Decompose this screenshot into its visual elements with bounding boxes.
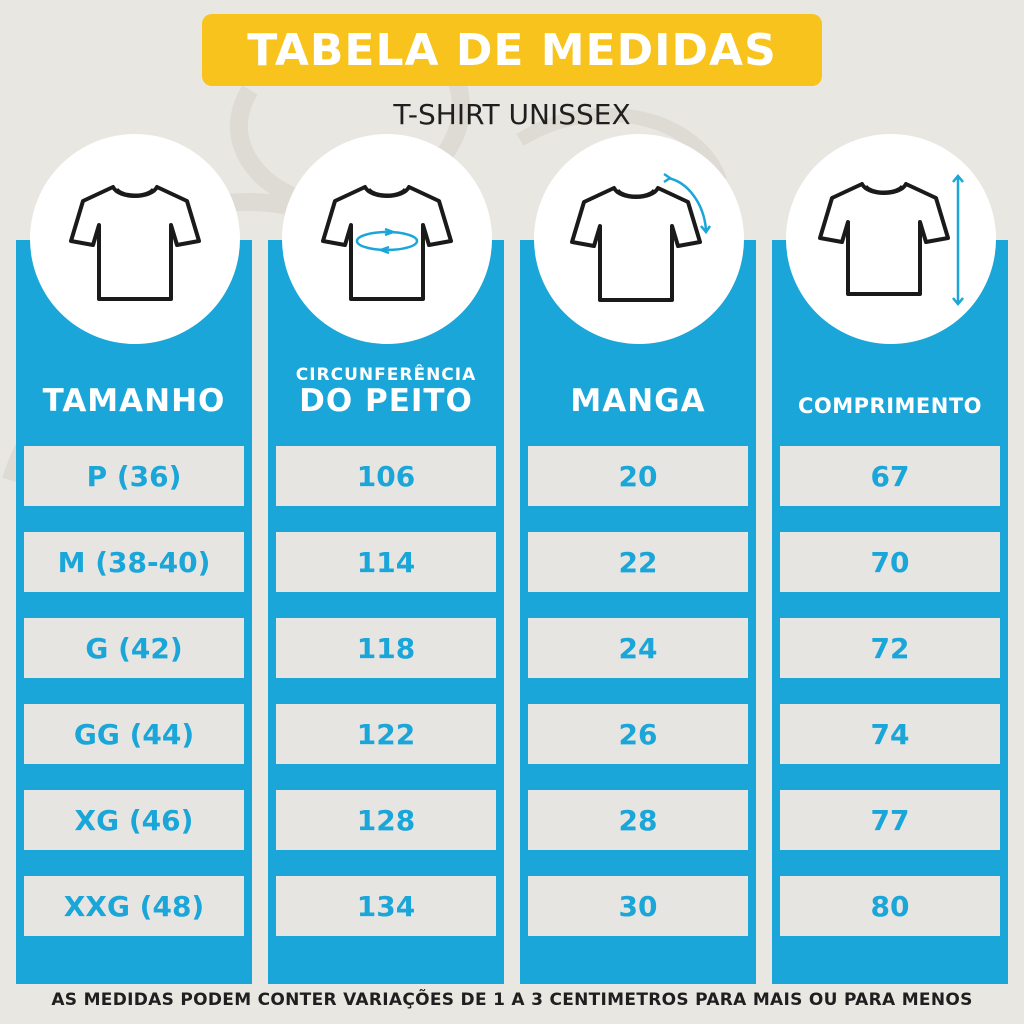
length-measure-icon [818,174,964,306]
column-header-tamanho: TAMANHO [16,240,252,446]
sleeve-measure-icon-circle [534,134,744,344]
column-circunferencia: CIRCUNFERÊNCIA DO PEITO 106 114 118 122 … [268,240,504,984]
page-subtitle: T-SHIRT UNISSEX [393,98,631,131]
table-cell: XG (46) [24,790,244,850]
column-comprimento: COMPRIMENTO 67 70 72 74 77 80 [772,240,1008,984]
column-manga: MANGA 20 22 24 26 28 30 [520,240,756,984]
table-cell: 70 [780,532,1000,592]
header-label: MANGA [570,383,706,420]
footer-disclaimer: AS MEDIDAS PODEM CONTER VARIAÇÕES DE 1 A… [51,990,973,1010]
table-cell: XXG (48) [24,876,244,936]
header-label-line1: CIRCUNFERÊNCIA [295,365,477,386]
table-cell: 26 [528,704,748,764]
table-cell: 80 [780,876,1000,936]
table-cell: 122 [276,704,496,764]
table-cell: 106 [276,446,496,506]
column-header-circunferencia: CIRCUNFERÊNCIA DO PEITO [268,240,504,446]
table-cell: 30 [528,876,748,936]
table-cell: GG (44) [24,704,244,764]
sleeve-measure-icon [570,172,712,302]
table-cell: 118 [276,618,496,678]
column-header-comprimento: COMPRIMENTO [772,240,1008,446]
chest-measure-icon [321,185,453,301]
length-measure-icon-circle [786,134,996,344]
table-cell: 72 [780,618,1000,678]
table-cell: 20 [528,446,748,506]
table-cell: 28 [528,790,748,850]
header-label-line2: DO PEITO [299,383,473,420]
table-cell: 74 [780,704,1000,764]
table-cell: 67 [780,446,1000,506]
tshirt-icon [69,185,201,301]
table-cell: M (38-40) [24,532,244,592]
header-label: COMPRIMENTO [797,394,983,418]
column-header-manga: MANGA [520,240,756,446]
table-cell: 22 [528,532,748,592]
table-cell: 114 [276,532,496,592]
column-tamanho: TAMANHO P (36) M (38-40) G (42) GG (44) … [16,240,252,984]
table-cell: 24 [528,618,748,678]
table-cell: 128 [276,790,496,850]
header-label: TAMANHO [42,383,226,420]
tshirt-icon-circle [30,134,240,344]
table-cell: 134 [276,876,496,936]
table-cell: G (42) [24,618,244,678]
table-cell: P (36) [24,446,244,506]
chest-measure-icon-circle [282,134,492,344]
title-banner: TABELA DE MEDIDAS [202,14,822,86]
page-title: TABELA DE MEDIDAS [247,24,777,76]
table-cell: 77 [780,790,1000,850]
